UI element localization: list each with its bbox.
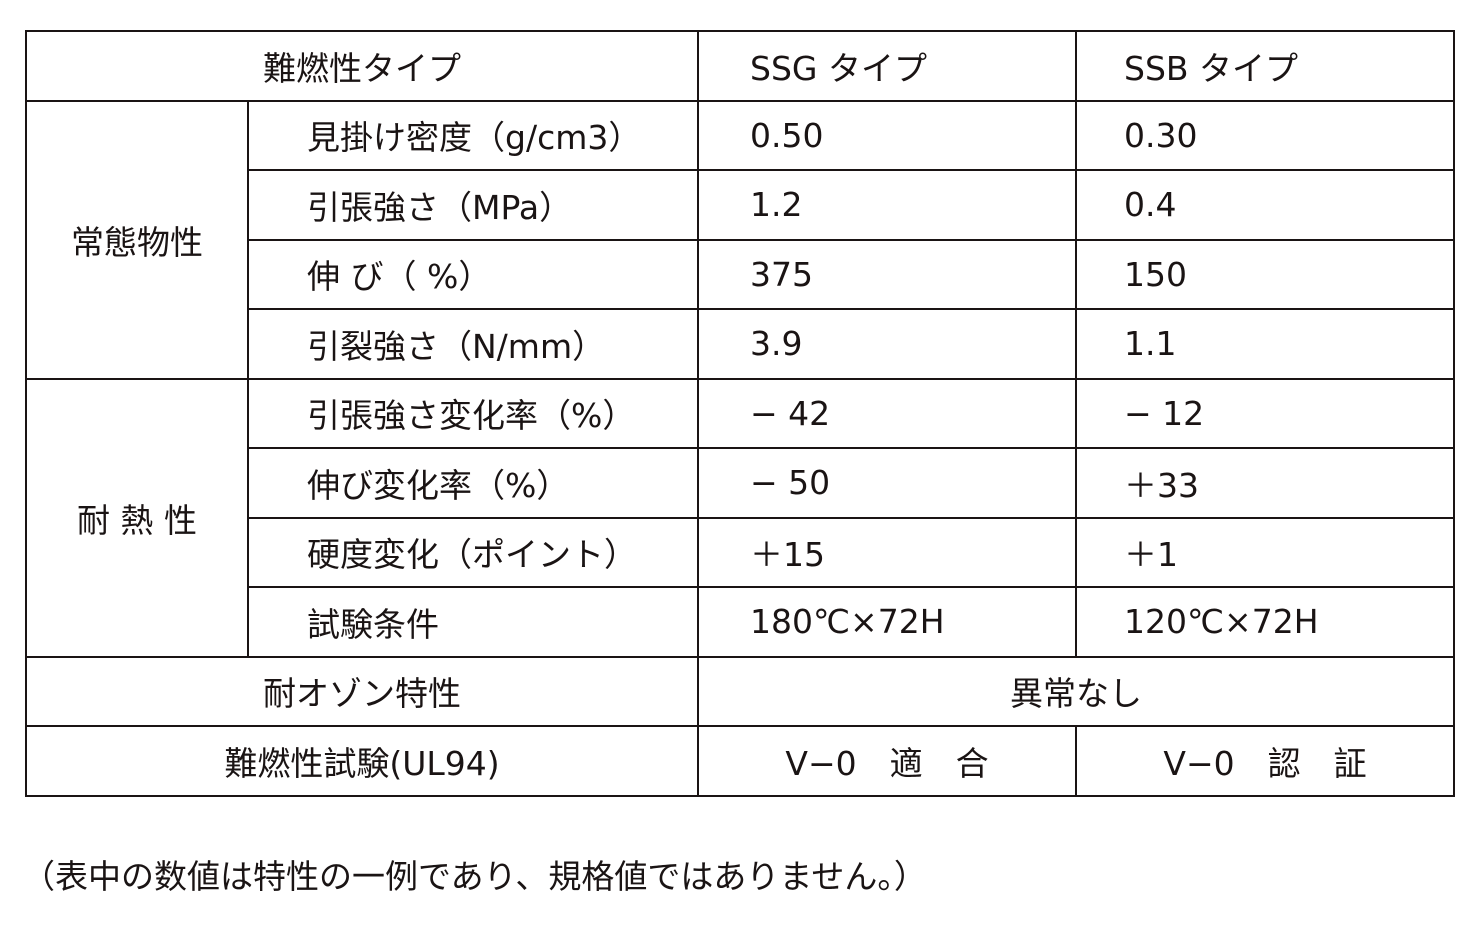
ssb-value: 0.4 (1075, 169, 1455, 241)
table-row: 試験条件 180℃×72H 120℃×72H (26, 586, 1455, 658)
ssb-value: 120℃×72H (1075, 586, 1455, 658)
item-cell: 引張強さ変化率（%） (247, 377, 699, 449)
table-row: 引裂強さ（N/mm） 3.9 1.1 (26, 308, 1455, 380)
item-cell: 伸 び（ %） (247, 238, 699, 310)
ssg-value: ＋15 (697, 516, 1077, 588)
table-row: 伸 び（ %） 375 150 (26, 238, 1455, 310)
ssg-value: − 50 (697, 447, 1077, 519)
ssb-value: ＋33 (1075, 447, 1455, 519)
type-header: 難燃性タイプ (25, 30, 699, 102)
ssb-value: ＋1 (1075, 516, 1455, 588)
ozone-value: 異常なし (697, 655, 1455, 727)
ssg-value: − 42 (697, 377, 1077, 449)
ssg-value: 1.2 (697, 169, 1077, 241)
table-row: 耐 熱 性引張強さ変化率（%） − 42− 12 (25, 377, 1455, 658)
ssg-value: 375 (697, 238, 1077, 310)
item-cell: 伸び変化率（%） (247, 447, 699, 519)
item-cell: 試験条件 (247, 586, 699, 658)
ssb-value: 0.30 (1075, 99, 1455, 171)
properties-table: 難燃性タイプ SSG タイプ SSB タイプ 常態物性 見掛け密度（g/cm3） 0… (25, 30, 1455, 797)
footnote: （表中の数値は特性の一例であり、規格値ではありません。） (22, 857, 927, 896)
flame-row: 難燃性試験(UL94) V−0 適 合 V−0 認 証 (25, 725, 1455, 797)
ozone-label: 耐オゾン特性 (25, 655, 699, 727)
item-cell: 引張強さ（MPa） (247, 169, 699, 241)
ssg-value: 0.50 (697, 99, 1077, 171)
ssb-value: 1.1 (1075, 308, 1455, 380)
flame-label: 難燃性試験(UL94) (25, 725, 699, 797)
group-label: 耐 熱 性 (25, 377, 249, 658)
header-row: 難燃性タイプ SSG タイプ SSB タイプ (25, 30, 1455, 102)
ozone-row: 耐オゾン特性 異常なし (25, 655, 1455, 727)
item-cell: 見掛け密度（g/cm3） (247, 99, 699, 171)
flame-ssg: V−0 適 合 (697, 725, 1077, 797)
table-row: 硬度変化（ポイント） ＋15 ＋1 (26, 516, 1455, 588)
ssb-header: SSB タイプ (1075, 30, 1455, 102)
table-row: 伸び変化率（%） − 50 ＋33 (26, 447, 1455, 519)
group-label: 常態物性 (25, 99, 249, 380)
item-cell: 引裂強さ（N/mm） (247, 308, 699, 380)
item-cell: 硬度変化（ポイント） (247, 516, 699, 588)
flame-ssb: V−0 認 証 (1075, 725, 1455, 797)
table-row: 常態物性 見掛け密度（g/cm3） 0.50 0.30 (25, 99, 1455, 380)
table-row: 引張強さ（MPa） 1.2 0.4 (26, 169, 1455, 241)
ssb-value: − 12 (1075, 377, 1455, 449)
ssg-value: 3.9 (697, 308, 1077, 380)
ssb-value: 150 (1075, 238, 1455, 310)
ssg-value: 180℃×72H (697, 586, 1077, 658)
ssg-header: SSG タイプ (697, 30, 1077, 102)
